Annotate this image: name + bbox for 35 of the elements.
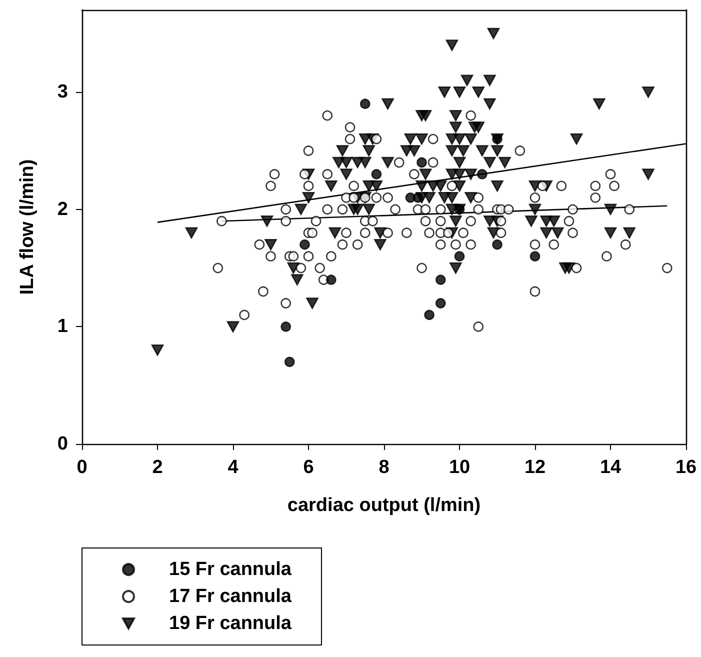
point	[492, 134, 502, 144]
y-tick-label: 1	[57, 316, 68, 338]
point	[300, 239, 310, 250]
point	[412, 192, 424, 203]
point	[454, 251, 465, 262]
x-tick-label: 8	[378, 457, 390, 478]
point	[416, 157, 427, 168]
point	[360, 98, 370, 109]
point	[435, 274, 446, 285]
x-tick-label: 2	[152, 457, 163, 478]
point	[284, 356, 295, 368]
point	[424, 310, 434, 320]
point	[371, 169, 382, 180]
point	[477, 169, 488, 180]
y-tick-label: 0	[57, 434, 68, 454]
y-tick-label: 3	[57, 82, 68, 103]
legend-label: 15 Fr cannula	[169, 559, 292, 580]
x-tick-label: 6	[303, 457, 314, 478]
point	[530, 251, 540, 262]
x-tick-label: 12	[524, 457, 546, 478]
x-axis-title: cardiac output (l/min)	[287, 495, 481, 516]
point	[280, 322, 291, 332]
x-tick-label: 10	[448, 457, 470, 478]
point	[492, 239, 502, 250]
legend-label: 17 Fr cannula	[169, 586, 292, 607]
legend-label: 19 Fr cannula	[169, 613, 292, 634]
point	[435, 298, 446, 308]
y-axis-title: ILA flow (l/min)	[17, 159, 38, 295]
x-tick-label: 0	[76, 457, 88, 478]
y-tick-label: 2	[57, 198, 68, 220]
point	[454, 204, 465, 215]
x-tick-label: 14	[600, 457, 622, 478]
point	[326, 274, 336, 285]
x-tick-label: 4	[228, 457, 239, 478]
x-tick-label: 16	[675, 457, 697, 478]
